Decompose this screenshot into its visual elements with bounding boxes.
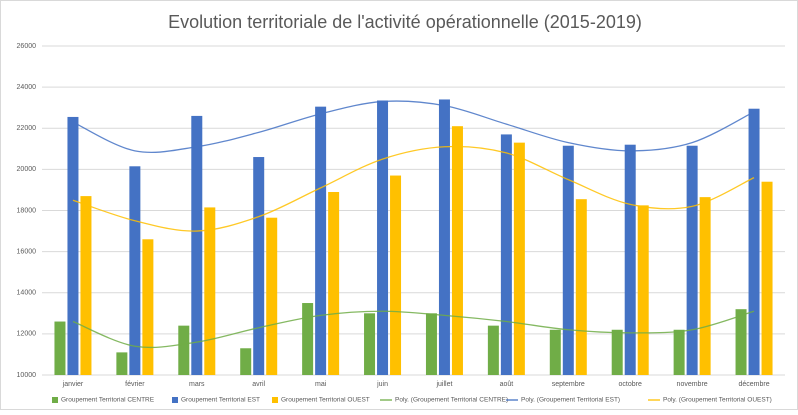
bar [735, 309, 747, 375]
x-tick-label: octobre [619, 381, 642, 388]
legend-label: Poly. (Groupement Territorial EST) [521, 397, 620, 404]
bar [377, 100, 389, 375]
trend-line [72, 310, 755, 349]
x-tick-label: juin [376, 381, 388, 388]
bar [487, 325, 499, 375]
x-tick-label: mars [189, 381, 205, 388]
legend-swatch [272, 397, 278, 403]
y-tick-label: 12000 [17, 331, 37, 338]
bar [191, 115, 203, 375]
y-tick-label: 14000 [17, 290, 37, 297]
bar [699, 197, 711, 375]
y-tick-label: 10000 [17, 372, 37, 379]
bar [686, 145, 698, 375]
legend-label: Poly. (Groupement Territorial OUEST) [663, 397, 772, 404]
y-tick-label: 20000 [17, 166, 37, 173]
legend-swatch [172, 397, 178, 403]
legend-label: Groupement Territorial OUEST [281, 397, 370, 404]
chart-title: Evolution territoriale de l'activité opé… [168, 12, 642, 32]
legend-swatch [52, 397, 58, 403]
bar [390, 175, 402, 375]
bar [178, 325, 190, 375]
x-tick-label: décembre [738, 381, 769, 388]
bar [302, 303, 314, 375]
bar [315, 106, 327, 376]
bar [142, 239, 154, 375]
bar [328, 191, 340, 375]
bar [438, 99, 450, 376]
bar [364, 313, 376, 375]
bar [513, 142, 525, 375]
legend-label: Poly. (Groupement Territorial CENTRE) [395, 397, 508, 404]
y-tick-label: 16000 [17, 248, 37, 255]
x-tick-label: juillet [435, 381, 452, 388]
bar [253, 157, 265, 375]
x-tick-label: mai [315, 381, 327, 388]
trend-line [72, 100, 755, 154]
bar [129, 166, 141, 375]
bar [611, 329, 623, 375]
bar [116, 352, 128, 375]
x-tick-label: avril [252, 381, 265, 388]
bar [67, 116, 79, 376]
bar [500, 134, 512, 375]
bar [673, 329, 685, 375]
bar [425, 313, 437, 375]
bar [562, 145, 574, 375]
bar [54, 321, 66, 375]
x-tick-label: février [125, 381, 145, 388]
y-tick-label: 22000 [17, 125, 37, 132]
bar [575, 199, 587, 375]
bar [637, 205, 649, 375]
bar [748, 108, 760, 375]
x-tick-label: novembre [677, 381, 708, 388]
trend-line [72, 145, 755, 232]
bar [624, 144, 636, 375]
legend-label: Groupement Territorial EST [181, 397, 260, 404]
y-tick-label: 24000 [17, 84, 37, 91]
x-tick-label: septembre [552, 381, 585, 388]
bar [80, 196, 92, 375]
bar [204, 207, 216, 375]
legend-label: Groupement Territorial CENTRE [61, 397, 155, 404]
x-tick-label: janvier [62, 381, 84, 388]
y-tick-label: 26000 [17, 43, 37, 50]
x-tick-label: août [500, 381, 514, 388]
bar [549, 329, 561, 375]
bar [266, 217, 278, 375]
bar [451, 126, 463, 375]
bar [761, 181, 773, 375]
y-tick-label: 18000 [17, 207, 37, 214]
bar [240, 348, 252, 375]
